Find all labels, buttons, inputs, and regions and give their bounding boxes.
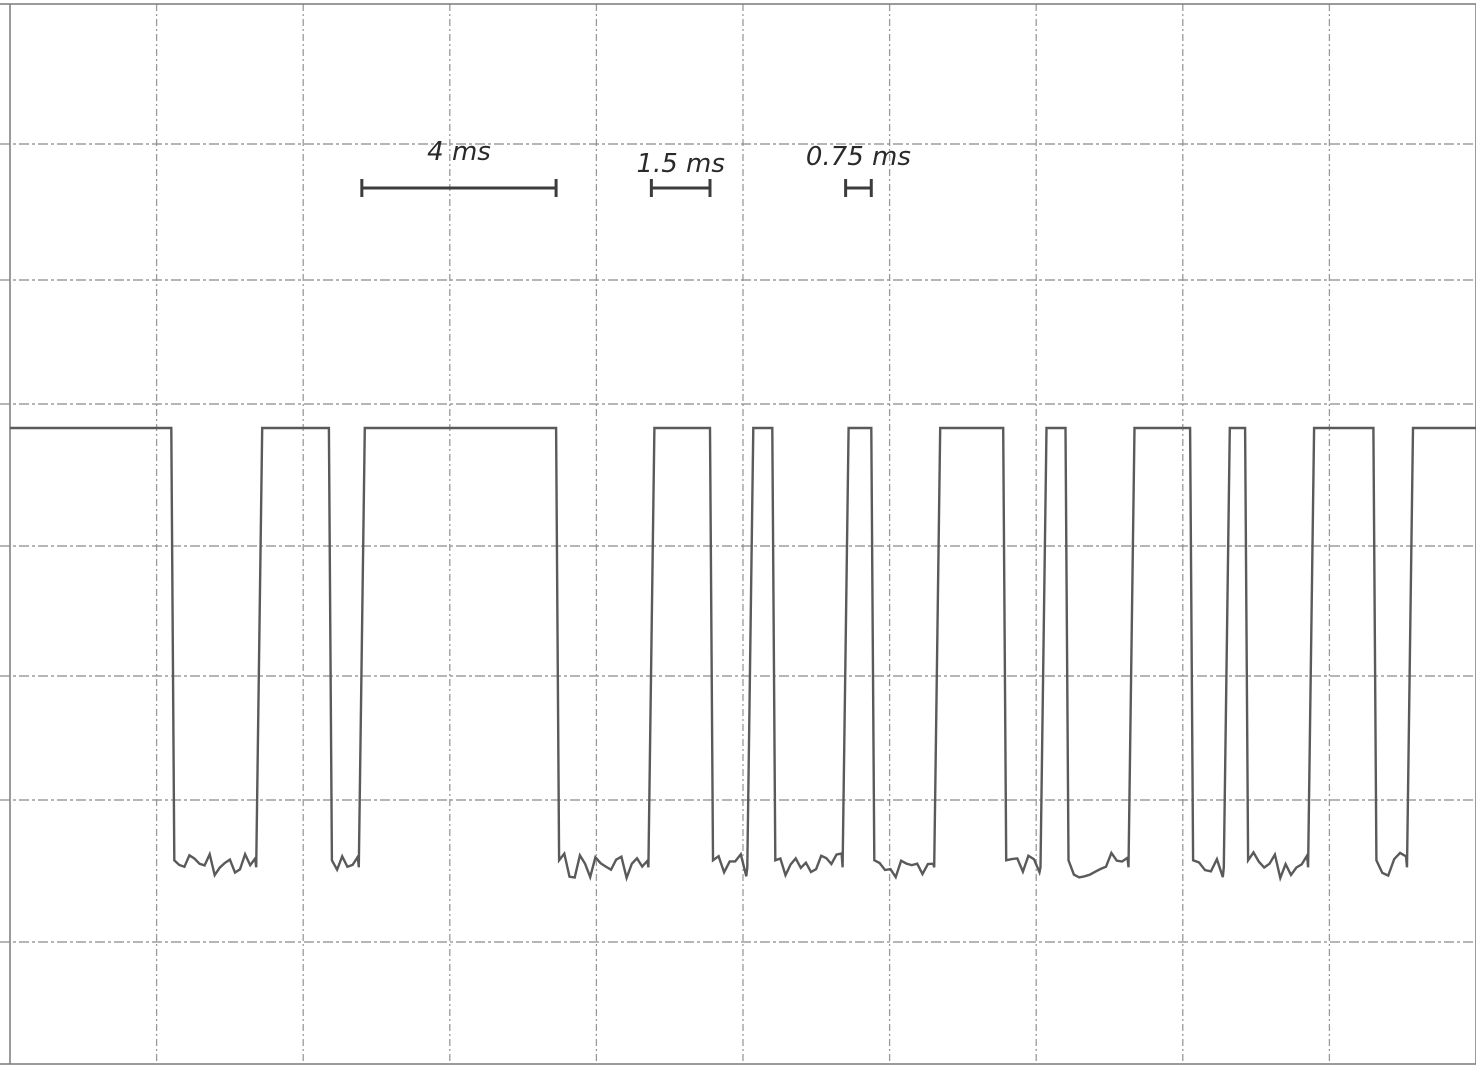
annotation-layer: 4 ms 1.5 ms 0.75 ms: [360, 137, 911, 197]
measurement-label: 1.5 ms: [636, 149, 725, 179]
waveform-trace: [10, 426, 1476, 883]
measurement-label: 0.75 ms: [806, 142, 911, 172]
trace-layer: [10, 426, 1476, 883]
graticule: [0, 3, 1476, 1065]
measurement-label: 4 ms: [427, 137, 491, 167]
